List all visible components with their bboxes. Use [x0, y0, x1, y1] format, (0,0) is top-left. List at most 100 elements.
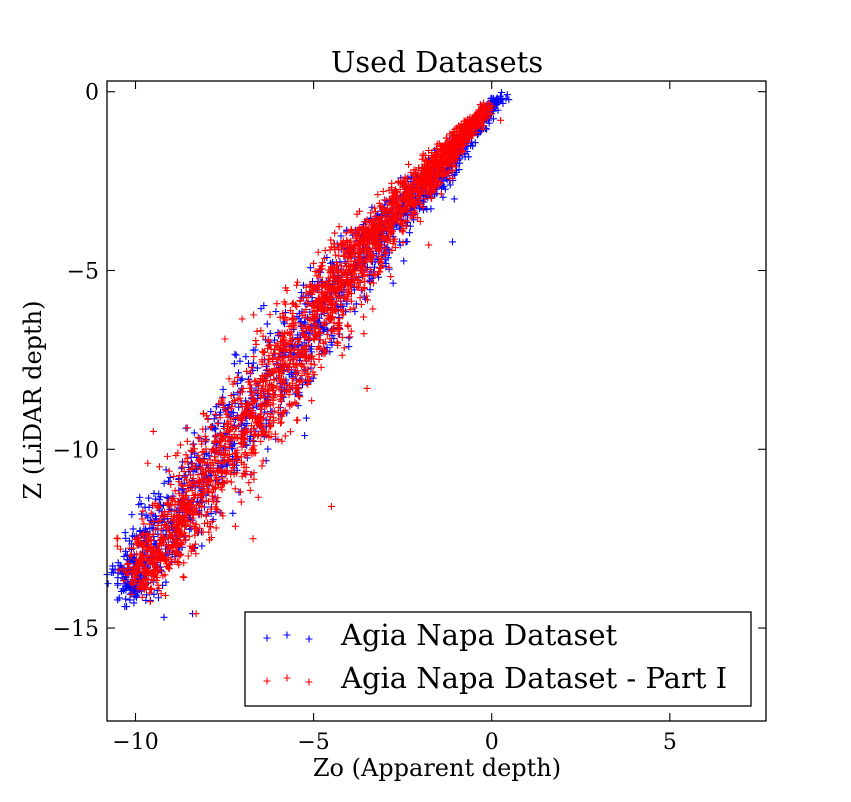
x-axis-label: Zo (Apparent depth)	[313, 754, 561, 782]
series-2-point	[183, 476, 191, 484]
series-2-point	[226, 433, 234, 441]
series-2-point	[344, 273, 352, 281]
series-2-point	[425, 147, 433, 155]
series-2-point	[239, 431, 247, 439]
series-2-point	[144, 544, 152, 552]
series-2-point	[277, 397, 285, 405]
series-1-point	[160, 479, 168, 487]
series-2-point	[196, 464, 204, 472]
series-2-point	[223, 410, 231, 418]
series-2-point	[351, 266, 359, 274]
series-2-point	[398, 211, 406, 219]
series-2-point	[222, 428, 230, 436]
series-2-point	[360, 330, 368, 338]
series-2-point	[354, 248, 362, 256]
series-2-point	[216, 414, 224, 422]
series-2-point	[338, 240, 346, 248]
series-2-point	[167, 544, 175, 552]
series-2-point	[179, 482, 187, 490]
series-2-point	[304, 365, 312, 373]
series-2-point	[286, 339, 294, 347]
series-1-point	[136, 493, 144, 501]
series-2-point	[205, 528, 213, 536]
series-2-point	[138, 593, 146, 601]
series-1-point	[488, 94, 496, 102]
series-2-point	[259, 332, 267, 340]
series-2-point	[180, 496, 188, 504]
series-2-point	[293, 281, 301, 289]
series-2-point	[367, 232, 375, 240]
series-2-point	[230, 430, 238, 438]
series-2-point	[288, 315, 296, 323]
series-2-point	[324, 274, 332, 282]
series-2-point	[123, 560, 131, 568]
series-2-point	[469, 117, 477, 125]
series-2-point	[289, 320, 297, 328]
series-1-point	[210, 415, 218, 423]
plot-area-frame	[106, 80, 767, 722]
series-2-point	[477, 107, 485, 115]
series-2-point	[114, 535, 122, 543]
series-2-point	[273, 382, 281, 390]
series-1-point	[114, 574, 122, 582]
series-2-point	[389, 208, 397, 216]
series-2-point	[363, 235, 371, 243]
series-2-point	[208, 488, 216, 496]
series-1-point	[126, 537, 134, 545]
series-2-point	[145, 531, 153, 539]
series-2-point	[330, 269, 338, 277]
series-2-point	[391, 244, 399, 252]
series-2-point	[316, 329, 324, 337]
series-2-point	[198, 440, 206, 448]
series-1-point	[449, 238, 457, 246]
series-2-point	[254, 381, 262, 389]
series-2-point	[153, 562, 161, 570]
series-2-point	[195, 482, 203, 490]
series-2-point	[209, 446, 217, 454]
series-2-point	[390, 213, 398, 221]
series-2-point	[404, 199, 412, 207]
series-2-point	[387, 273, 395, 281]
series-2-point	[181, 505, 189, 513]
series-2-point	[338, 351, 346, 359]
series-1-point	[384, 254, 392, 262]
series-2-point	[252, 340, 260, 348]
series-2-point	[231, 485, 239, 493]
legend-marker-series-2	[263, 674, 313, 686]
series-2-point	[280, 298, 288, 306]
series-2-point	[352, 272, 360, 280]
series-2-point	[367, 253, 375, 261]
series-2-point	[247, 410, 255, 418]
series-1-point	[162, 578, 170, 586]
series-2-point	[285, 391, 293, 399]
series-2-point	[361, 241, 369, 249]
series-2-point	[290, 324, 298, 332]
series-2-point	[382, 235, 390, 243]
series-2-point	[357, 247, 365, 255]
series-1-point	[155, 490, 163, 498]
series-2-point	[200, 410, 208, 418]
series-2-point	[113, 542, 121, 550]
series-2-point	[320, 292, 328, 300]
series-1-point	[326, 348, 334, 356]
series-2-point	[288, 379, 296, 387]
series-2-point	[362, 257, 370, 265]
series-2-point	[278, 412, 286, 420]
series-2-point	[267, 381, 275, 389]
series-2-point	[311, 324, 319, 332]
series-2-point	[283, 286, 291, 294]
series-2-point	[385, 195, 393, 203]
series-1-point	[129, 525, 137, 533]
series-2-point	[334, 323, 342, 331]
series-2-point	[456, 141, 464, 149]
series-2-point	[204, 415, 212, 423]
series-2-point	[307, 281, 315, 289]
series-1-point	[296, 357, 304, 365]
series-1-point	[410, 216, 418, 224]
series-2-point	[266, 410, 274, 418]
series-2-point	[183, 437, 191, 445]
series-2-point	[277, 419, 285, 427]
series-2-point	[340, 344, 348, 352]
series-2-point	[207, 423, 215, 431]
series-2-point	[271, 430, 279, 438]
